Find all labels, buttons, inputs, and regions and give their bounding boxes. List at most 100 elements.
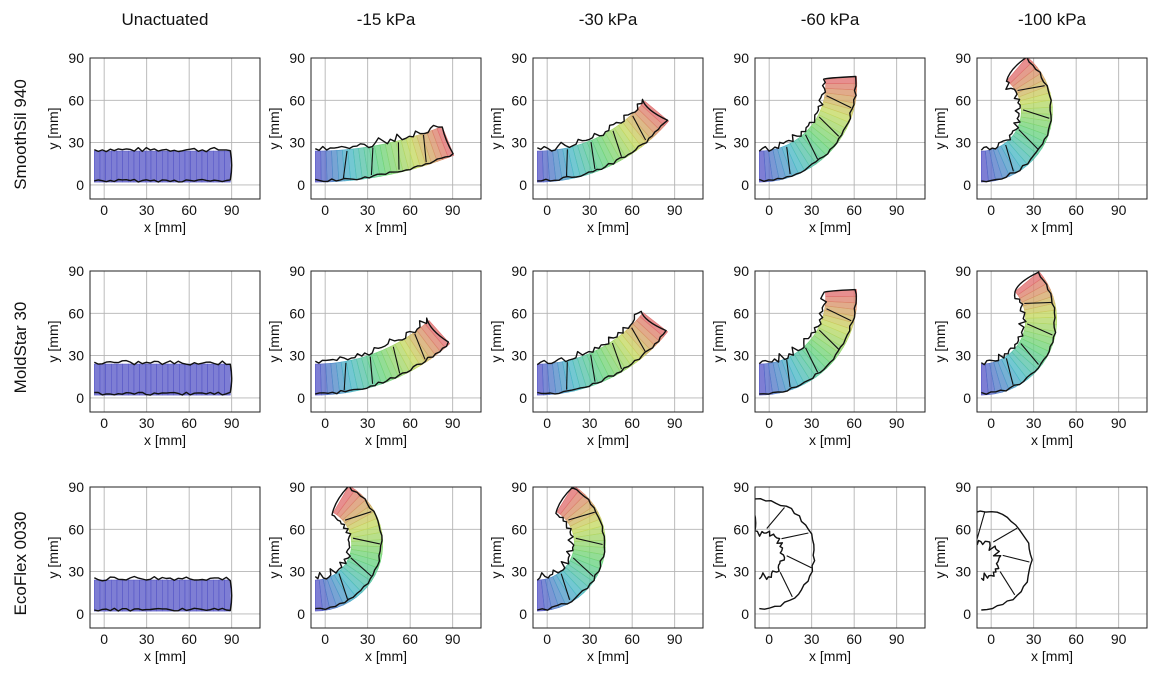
panel-ecoflex-0030-15-kpa: 0 30 60 90 0 30 60 90 x [mm] y [mm] [266,479,482,664]
y-tick-label: 60 [511,521,527,537]
chamber-wall-line [805,347,819,373]
panel-moldstar-30-60-kpa: 0 30 60 90 0 30 60 90 x [mm] y [mm] [710,263,926,448]
measured-outline [536,98,669,182]
sim-segment [99,579,106,612]
sim-segment [94,579,101,612]
sim-segment [196,363,203,396]
x-axis-label: x [mm] [587,432,629,448]
chamber-wall-line [350,557,372,577]
sim-segment [128,150,135,183]
panel-content [93,359,233,396]
x-tick-label: 0 [987,415,995,431]
x-axis-label: x [mm] [809,219,851,235]
x-tick-label: 90 [1111,415,1127,431]
chamber-wall-line [781,532,809,540]
y-tick-label: 90 [955,479,971,495]
x-tick-label: 60 [846,202,862,218]
y-tick-label: 30 [733,135,749,151]
chamber-wall-line [1017,85,1045,92]
x-axis-label: x [mm] [1031,432,1073,448]
y-axis-label: y [mm] [710,537,726,579]
measured-outline [980,271,1057,395]
panel-content [980,271,1058,396]
y-axis-label: y [mm] [45,321,61,363]
sim-segment [179,579,186,612]
axes-frame [976,270,1148,413]
panel-content [980,58,1053,183]
x-tick-label: 90 [224,202,240,218]
x-tick-label: 60 [624,202,640,218]
sim-segment [133,150,140,183]
y-tick-label: 90 [289,263,305,279]
sim-segment [201,150,208,183]
sim-segment [173,150,180,183]
y-tick-label: 60 [955,305,971,321]
x-tick-label: 30 [360,631,376,647]
y-tick-label: 60 [68,92,84,108]
sim-segment [213,363,220,396]
y-tick-label: 90 [955,263,971,279]
sim-segment [224,579,231,612]
column-title-15-kpa: -15 kPa [357,10,416,29]
y-tick-label: 30 [289,135,305,151]
sim-segment [207,579,214,612]
x-tick-label: 90 [889,202,905,218]
chamber-wall-line [590,354,596,382]
y-axis-label: y [mm] [710,108,726,150]
column-title-unactuated: Unactuated [122,10,209,29]
simulated-actuator [980,58,1053,183]
chamber-wall-line [397,142,400,170]
axes-frame [89,270,261,413]
measured-outline [977,510,1033,611]
panel-content [977,510,1033,611]
y-tick-label: 0 [741,606,749,622]
x-axis-label: x [mm] [144,219,186,235]
sim-segment [173,363,180,396]
chamber-wall-line [575,537,603,546]
sim-segment [218,363,225,396]
measured-outline [536,310,667,395]
chamber-wall-line [826,308,852,322]
x-tick-label: 60 [402,202,418,218]
measured-outline [755,498,816,610]
y-tick-label: 30 [289,564,305,580]
x-tick-label: 0 [321,415,329,431]
axes-frame [532,57,704,200]
sim-segment [224,363,231,396]
chamber-wall-line [786,146,791,175]
panel-content [758,75,858,183]
y-tick-label: 30 [511,348,527,364]
x-tick-label: 0 [100,415,108,431]
sim-segment [156,150,163,183]
sim-segment [150,363,157,396]
chamber-wall-line [779,572,793,598]
x-tick-label: 0 [765,415,773,431]
x-axis-label: x [mm] [587,648,629,664]
sim-segment [162,363,169,396]
simulated-actuator [980,271,1058,396]
chamber-wall-line [1018,129,1039,150]
y-tick-label: 0 [741,390,749,406]
x-tick-label: 60 [624,631,640,647]
measured-outline [315,124,454,183]
x-tick-label: 90 [889,631,905,647]
x-tick-label: 90 [445,631,461,647]
x-axis-label: x [mm] [1031,219,1073,235]
sim-segment [179,150,186,183]
axes-frame [310,57,482,200]
y-tick-label: 30 [511,564,527,580]
axes-frame [754,486,926,629]
y-tick-label: 60 [289,305,305,321]
measured-outline [93,359,233,396]
chamber-wall-line [568,511,595,521]
x-axis-label: x [mm] [365,648,407,664]
x-tick-label: 60 [1068,202,1084,218]
sim-segment [122,363,129,396]
measured-outline [314,317,449,395]
sim-segment [133,579,140,612]
x-axis-label: x [mm] [365,432,407,448]
chamber-wall-line [611,342,623,370]
axes-frame [89,486,261,629]
chamber-wall-line [1024,301,1052,304]
sim-segment [332,487,356,516]
